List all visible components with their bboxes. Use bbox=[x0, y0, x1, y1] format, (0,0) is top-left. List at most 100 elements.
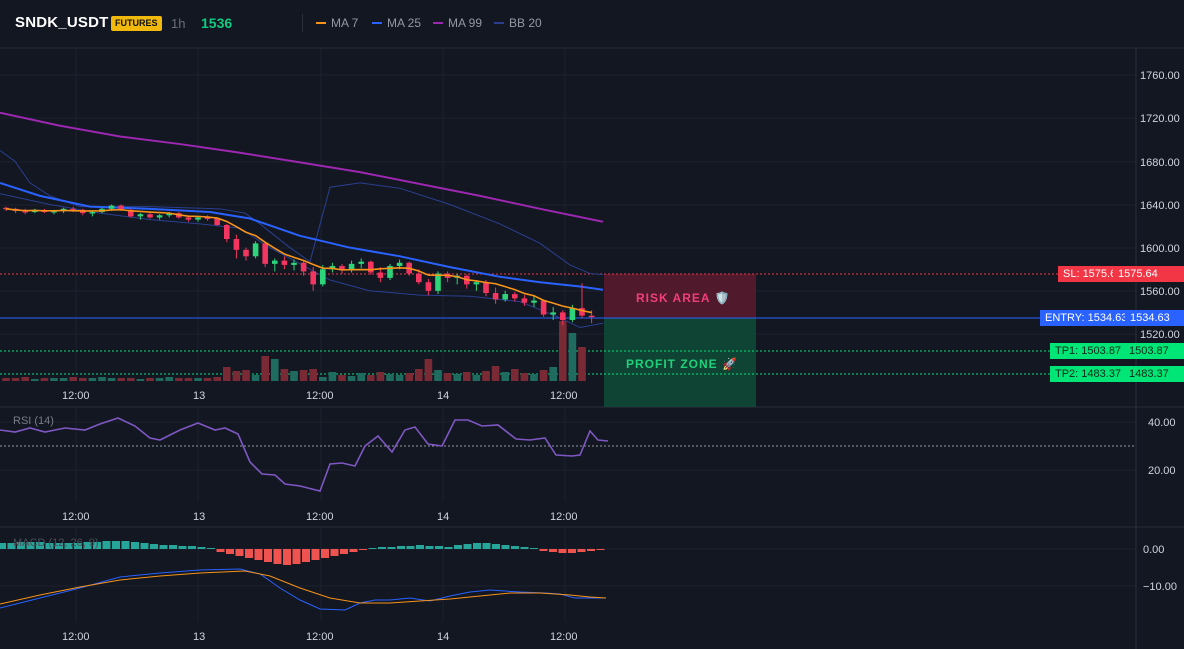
candle-body bbox=[531, 300, 537, 303]
histogram-bar bbox=[311, 549, 320, 560]
volume-bar bbox=[98, 377, 106, 381]
price-axis[interactable]: 1760.00 1720.00 1680.00 1640.00 1600.00 … bbox=[1140, 70, 1180, 341]
candle-body bbox=[70, 208, 76, 211]
entry-tag[interactable]: ENTRY: 1534.63 bbox=[1040, 310, 1127, 326]
volume-bars bbox=[2, 321, 586, 381]
histogram-bar bbox=[74, 543, 82, 549]
macd-pane-title: MACD (12, 26, 9) bbox=[13, 537, 99, 549]
ma7-swatch-icon bbox=[316, 22, 326, 24]
candle-body bbox=[492, 292, 499, 300]
histogram-bar bbox=[150, 544, 158, 549]
ma25-swatch-icon bbox=[372, 22, 382, 24]
volume-bar bbox=[31, 379, 39, 381]
last-price: 1536 bbox=[201, 15, 233, 31]
volume-bar bbox=[213, 377, 221, 381]
volume-bar bbox=[424, 359, 433, 381]
volume-bar bbox=[165, 377, 173, 381]
histogram-bar bbox=[45, 543, 54, 549]
volume-bar bbox=[271, 359, 279, 381]
volume-bar bbox=[261, 356, 269, 381]
macd-axis[interactable]: 0.00 −10.00 bbox=[1143, 544, 1177, 593]
volume-bar bbox=[21, 377, 29, 381]
histogram-bar bbox=[292, 549, 301, 564]
candle-body bbox=[166, 213, 172, 216]
histogram-bar bbox=[406, 546, 415, 549]
candle-body bbox=[368, 261, 374, 273]
tp1-tag[interactable]: TP1: 1503.87 bbox=[1050, 343, 1124, 359]
time-axis-macd[interactable]: 12:00 13 12:00 14 12:00 bbox=[62, 631, 578, 643]
histogram-bar bbox=[26, 542, 35, 549]
symbol-name[interactable]: SNDK_USDT bbox=[15, 14, 109, 31]
volume-bar bbox=[357, 373, 365, 381]
price-tick: 1600.00 bbox=[1140, 243, 1180, 255]
ma7-line bbox=[5, 208, 592, 314]
histogram-bar bbox=[444, 547, 453, 549]
tp1-price-value: 1503.87 bbox=[1129, 345, 1169, 357]
histogram-bar bbox=[0, 543, 6, 549]
histogram-bar bbox=[530, 548, 538, 549]
histogram-bar bbox=[539, 549, 548, 551]
candle-body bbox=[3, 207, 9, 210]
timeframe-selector[interactable]: 1h bbox=[171, 16, 186, 31]
candle-body bbox=[550, 312, 556, 315]
histogram-bar bbox=[321, 549, 329, 558]
candle-body bbox=[89, 212, 96, 214]
histogram-bar bbox=[435, 546, 443, 549]
histogram-bar bbox=[387, 547, 396, 549]
candle-body bbox=[128, 209, 134, 217]
macd-tick: −10.00 bbox=[1143, 581, 1177, 593]
legend-bb20[interactable]: BB 20 bbox=[494, 16, 542, 30]
histogram-bar bbox=[55, 543, 63, 549]
histogram-bar bbox=[378, 547, 386, 549]
time-axis-main[interactable]: 12:00 13 12:00 14 12:00 bbox=[62, 390, 578, 402]
candle-body bbox=[233, 239, 240, 250]
price-tick: 1640.00 bbox=[1140, 200, 1180, 212]
histogram-bar bbox=[520, 547, 529, 549]
legend-ma25-label: MA 25 bbox=[387, 16, 422, 30]
histogram-bar bbox=[454, 545, 462, 549]
volume-bar bbox=[511, 369, 519, 381]
volume-bar bbox=[443, 373, 452, 381]
volume-bar bbox=[299, 370, 308, 381]
candle-body bbox=[300, 262, 307, 272]
risk-area-label: RISK AREA 🛡️ bbox=[636, 291, 731, 305]
histogram-bar bbox=[330, 549, 339, 556]
histogram-bar bbox=[235, 549, 244, 556]
time-label: 12:00 bbox=[306, 631, 334, 643]
price-tick: 1560.00 bbox=[1140, 286, 1180, 298]
tp1-price-label: 1503.87 bbox=[1124, 343, 1184, 359]
time-label: 12:00 bbox=[62, 390, 90, 402]
volume-bar bbox=[568, 333, 577, 381]
volume-bar bbox=[69, 377, 77, 381]
candle-body bbox=[185, 217, 192, 220]
volume-bar bbox=[40, 378, 49, 381]
volume-bar bbox=[79, 378, 87, 381]
legend-ma99[interactable]: MA 99 bbox=[433, 16, 482, 30]
sl-tag[interactable]: SL: 1575.64 bbox=[1058, 266, 1122, 282]
tp2-tag[interactable]: TP2: 1483.37 bbox=[1050, 366, 1124, 382]
volume-bar bbox=[338, 375, 346, 381]
volume-bar bbox=[530, 374, 538, 381]
histogram-bar bbox=[121, 541, 130, 549]
rsi-tick: 40.00 bbox=[1148, 417, 1176, 429]
time-label: 13 bbox=[193, 631, 205, 643]
histogram-bar bbox=[131, 542, 139, 549]
volume-bar bbox=[107, 378, 116, 381]
legend-ma25[interactable]: MA 25 bbox=[372, 16, 421, 30]
histogram-bar bbox=[7, 543, 16, 549]
candle-body bbox=[377, 272, 384, 278]
time-axis-rsi[interactable]: 12:00 13 12:00 14 12:00 bbox=[62, 511, 578, 523]
candle-body bbox=[320, 269, 326, 285]
volume-bar bbox=[539, 370, 548, 381]
legend-ma7[interactable]: MA 7 bbox=[316, 16, 358, 30]
volume-bar bbox=[175, 378, 183, 381]
chart-header: SNDK_USDT FUTURES 1h 1536 MA 7 MA 25 MA … bbox=[0, 0, 1184, 48]
time-label: 14 bbox=[437, 390, 449, 402]
time-label: 12:00 bbox=[550, 511, 578, 523]
volume-bar bbox=[415, 369, 423, 381]
rsi-axis[interactable]: 40.00 20.00 bbox=[1148, 417, 1176, 477]
volume-bar bbox=[319, 377, 327, 381]
profit-zone bbox=[604, 318, 756, 407]
histogram-bar bbox=[473, 543, 481, 549]
